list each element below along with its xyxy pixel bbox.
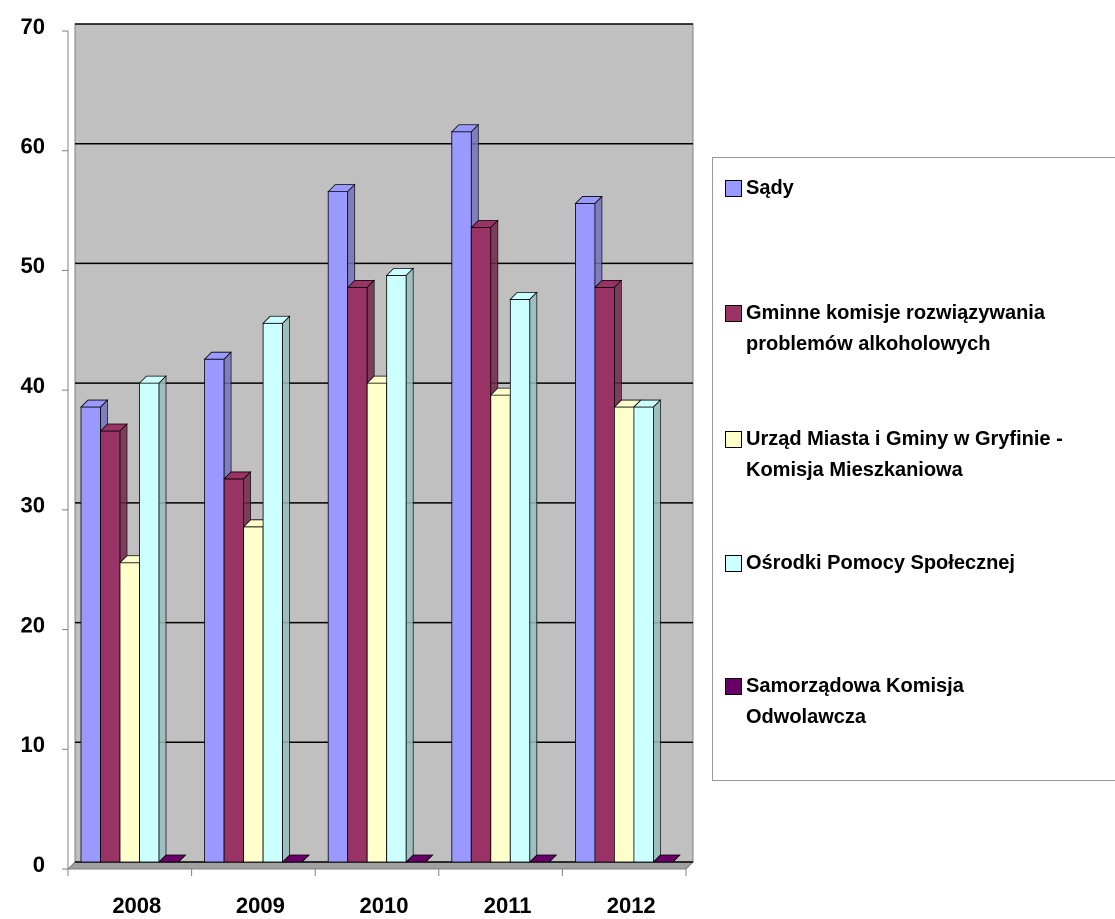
- bar-side: [301, 854, 310, 863]
- bar-side: [672, 854, 681, 863]
- x-tick-label: 2008: [112, 893, 161, 918]
- bar-front: [470, 227, 492, 863]
- bar-side: [158, 375, 167, 863]
- bar-front: [223, 478, 245, 863]
- bar: [385, 267, 415, 863]
- bar-side: [425, 854, 433, 863]
- x-tick-label: 2010: [360, 893, 409, 918]
- y-tick-label: 0: [33, 852, 45, 877]
- x-tick-label: 2011: [484, 893, 532, 918]
- y-tick-label: 60: [21, 134, 45, 159]
- x-tick-label: 2009: [236, 893, 285, 918]
- legend-label: Gminne komisje rozwiązywania problemów a…: [746, 302, 1045, 355]
- bar-side: [405, 267, 414, 863]
- floor: [66, 861, 695, 870]
- legend-entry: Ośrodki Pomocy Społecznej: [725, 548, 1070, 579]
- bar: [158, 854, 187, 863]
- bar: [138, 375, 167, 863]
- bar-front: [633, 406, 654, 863]
- bar: [281, 854, 311, 863]
- bar-side: [529, 291, 538, 863]
- legend-label: Samorządowa Komisja Odwolawcza: [746, 675, 964, 728]
- bar-front: [614, 406, 635, 863]
- bar-side: [282, 315, 291, 863]
- legend-entry: Samorządowa Komisja Odwolawcza: [725, 671, 1070, 733]
- bar: [509, 291, 538, 863]
- x-tick-label: 2012: [607, 893, 656, 918]
- bar-front: [575, 203, 596, 863]
- bar-front: [204, 358, 225, 863]
- y-tick-label: 40: [21, 373, 45, 398]
- bar-front: [509, 298, 531, 863]
- bar: [528, 854, 558, 863]
- bar-front: [366, 382, 388, 863]
- legend-swatch: [725, 180, 742, 197]
- y-tick-label: 30: [21, 493, 45, 518]
- legend-swatch: [725, 678, 742, 695]
- legend-swatch: [725, 305, 742, 322]
- bar: [632, 399, 662, 863]
- bar-side: [653, 399, 661, 863]
- bar: [262, 315, 291, 863]
- bar-front: [262, 322, 284, 863]
- bar-front: [386, 274, 407, 863]
- bar: [405, 854, 434, 863]
- chart: 0 10 20 30 40 50 60 70 2008 2009 2010 2011 2012: [21, 14, 695, 918]
- bar-front: [347, 286, 368, 863]
- legend-label: Urząd Miasta i Gminy w Gryfinie - Komisj…: [746, 428, 1063, 481]
- bar-front: [119, 562, 140, 863]
- bar-front: [490, 394, 511, 863]
- bar-front: [139, 382, 160, 863]
- legend-label: Ośrodki Pomocy Społecznej: [746, 552, 1015, 574]
- y-tick-label: 10: [21, 732, 45, 757]
- legend-swatch: [725, 431, 742, 448]
- legend-entry: Gminne komisje rozwiązywania problemów a…: [725, 298, 1070, 360]
- y-tick-label: 70: [21, 14, 45, 39]
- y-tick-label: 20: [21, 612, 45, 637]
- bar-front: [80, 406, 101, 863]
- bar-side: [549, 854, 557, 863]
- bar-front: [594, 286, 615, 863]
- legend-entry: Urząd Miasta i Gminy w Gryfinie - Komisj…: [725, 424, 1070, 486]
- bar-side: [178, 854, 186, 863]
- legend-entry: Sądy: [725, 173, 1070, 204]
- bar-front: [100, 430, 121, 863]
- bar-front: [451, 131, 472, 863]
- legend-label: Sądy: [746, 177, 794, 199]
- bar: [652, 854, 681, 863]
- legend: Sądy Gminne komisje rozwiązywania problem…: [712, 157, 1115, 781]
- bar-front: [243, 526, 264, 863]
- y-tick-label: 50: [21, 253, 45, 278]
- bar-front: [327, 191, 349, 863]
- legend-swatch: [725, 555, 742, 572]
